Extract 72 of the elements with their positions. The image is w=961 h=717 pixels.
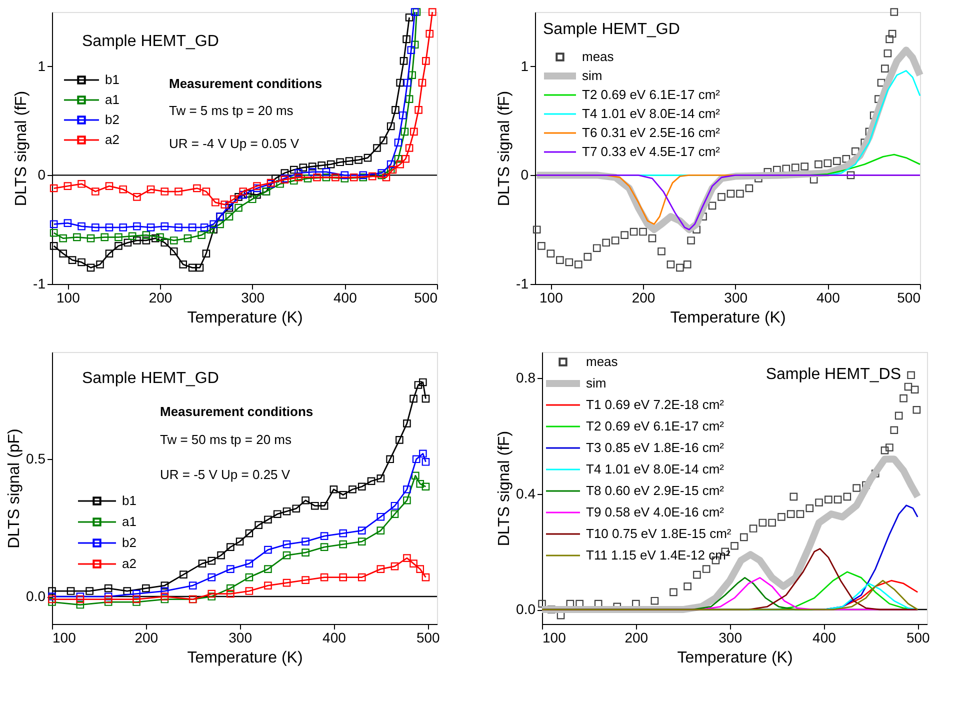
annotation: Sample HEMT_GD (82, 370, 219, 387)
legend-label: a2 (105, 132, 120, 147)
x-tick-label: 400 (816, 290, 840, 306)
x-tick-label: 100 (542, 630, 566, 646)
y-tick-label: 1 (520, 58, 529, 74)
legend-label: T9 0.58 eV 4.0E-16 cm² (586, 504, 725, 520)
x-tick-label: 200 (134, 630, 158, 646)
x-axis-title: Temperature (K) (670, 310, 786, 326)
y-tick-label: 0.4 (516, 485, 536, 502)
annotation: Measurement conditions (160, 404, 314, 419)
y-tick-label: 0 (38, 166, 46, 183)
x-tick-label: 500 (906, 630, 930, 646)
legend-label: a1 (122, 514, 136, 529)
legend-label: b1 (122, 493, 136, 508)
legend-label: T7 0.33 eV 4.5E-17 cm² (582, 144, 721, 159)
legend-label: sim (582, 68, 602, 83)
legend-label: T10 0.75 eV 1.8E-15 cm² (586, 526, 732, 541)
x-tick-label: 500 (414, 290, 438, 306)
annotation: Sample HEMT_GD (543, 21, 680, 38)
x-tick-label: 300 (241, 290, 265, 306)
x-tick-label: 300 (718, 630, 742, 646)
annotation: Sample HEMT_GD (82, 33, 219, 50)
annotation: Sample HEMT_DS (766, 366, 901, 383)
y-tick-label: -1 (33, 276, 46, 292)
x-tick-label: 100 (56, 290, 80, 306)
x-tick-label: 200 (148, 290, 172, 306)
legend-label: meas (582, 49, 614, 64)
y-axis-title: DLTS signal (pF) (6, 428, 24, 548)
legend-label: b2 (105, 112, 120, 127)
x-axis-title: Temperature (K) (677, 650, 793, 666)
legend-label: meas (586, 354, 618, 369)
legend-label: T1 0.69 eV 7.2E-18 cm² (586, 397, 725, 412)
x-axis-title: Temperature (K) (187, 650, 303, 666)
y-tick-label: -1 (516, 276, 529, 292)
legend-label: b2 (122, 535, 136, 550)
legend-label: T4 1.01 eV 8.0E-14 cm² (586, 462, 725, 476)
annotation: Tw = 5 ms tp = 20 ms (169, 103, 294, 118)
legend-label: T6 0.31 eV 2.5E-16 cm² (582, 125, 721, 140)
y-tick-label: 0 (520, 166, 529, 183)
x-tick-label: 500 (897, 290, 921, 306)
y-axis-title: DLTS signal (fF) (13, 90, 30, 206)
y-axis-title: DLTS signal (fF) (496, 430, 514, 546)
legend-label: sim (586, 376, 606, 390)
legend-label: T2 0.69 eV 6.1E-17 cm² (582, 87, 721, 102)
annotation: Measurement conditions (169, 76, 322, 91)
y-tick-label: 0.0 (516, 601, 536, 618)
x-tick-label: 300 (228, 630, 252, 646)
annotation: UR = -4 V Up = 0.05 V (169, 136, 300, 151)
y-tick-label: 0.8 (516, 370, 536, 386)
legend-label: T2 0.69 eV 6.1E-17 cm² (586, 418, 725, 434)
legend-label: T8 0.60 eV 2.9E-15 cm² (586, 483, 725, 498)
x-tick-label: 200 (632, 290, 656, 306)
y-tick-label: 0.5 (26, 450, 46, 467)
legend-label: T4 1.01 eV 8.0E-14 cm² (582, 106, 721, 121)
annotation: UR = -5 V Up = 0.25 V (160, 467, 290, 482)
x-tick-label: 200 (624, 630, 648, 646)
x-tick-label: 300 (724, 290, 748, 306)
legend-label: a2 (122, 556, 136, 571)
x-tick-label: 400 (812, 630, 836, 646)
annotation: Tw = 50 ms tp = 20 ms (160, 432, 292, 447)
x-tick-label: 400 (322, 630, 346, 646)
y-tick-label: 0.0 (26, 588, 46, 604)
x-tick-label: 100 (540, 290, 564, 306)
y-axis-title: DLTS signal (fF) (496, 90, 514, 206)
x-axis-title: Temperature (K) (187, 310, 303, 326)
x-tick-label: 500 (416, 630, 440, 646)
x-tick-label: 100 (52, 630, 76, 646)
y-tick-label: 1 (38, 58, 46, 74)
legend-label: b1 (105, 72, 120, 87)
legend-label: a1 (105, 92, 120, 107)
legend-label: T3 0.85 eV 1.8E-16 cm² (586, 440, 725, 455)
x-tick-label: 400 (333, 290, 358, 306)
